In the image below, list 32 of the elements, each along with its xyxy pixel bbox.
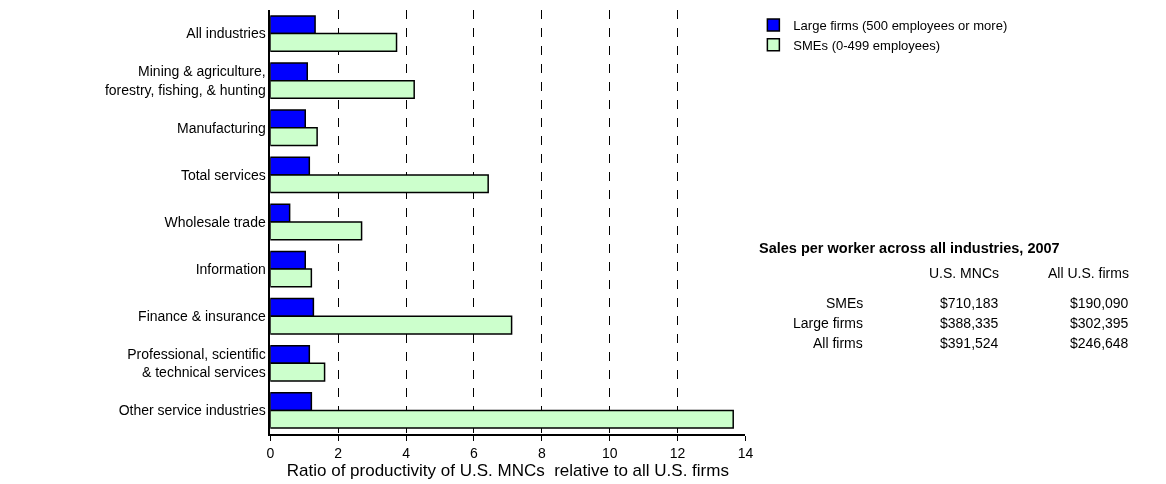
text: All U.S. firms bbox=[1048, 265, 1129, 281]
text: U.S. MNCs bbox=[929, 265, 999, 281]
x-tick-label: 6 bbox=[470, 444, 479, 461]
y-tick-label: Finance & insurance bbox=[138, 308, 266, 325]
text: $710,183 bbox=[940, 295, 999, 311]
x-axis-title: Ratio of productivity of U.S. MNCs relative to all U.S. firms bbox=[286, 460, 729, 480]
text: $302,395 bbox=[1070, 315, 1129, 331]
x-tick-label: 14 bbox=[737, 444, 754, 461]
x-tick-label: 2 bbox=[334, 444, 343, 461]
y-tick-label: All industries bbox=[186, 25, 266, 42]
legend-label: Large firms (500 employees or more) bbox=[793, 18, 1008, 34]
y-tick-label: Information bbox=[195, 261, 266, 278]
x-tick-label: 10 bbox=[601, 444, 618, 461]
y-tick-label: Other service industries bbox=[118, 402, 266, 419]
x-tick-label: 12 bbox=[669, 444, 686, 461]
x-tick-label: 8 bbox=[537, 444, 546, 461]
y-tick-label: Professional, scientific & technical services bbox=[127, 346, 266, 381]
y-tick-label: Mining & agriculture, forestry, fishing, & hunting bbox=[104, 63, 266, 98]
text: SMEs bbox=[826, 295, 864, 311]
text: Sales per worker across all industries, 2007 bbox=[759, 240, 1060, 256]
y-tick-label: Total services bbox=[180, 166, 266, 183]
text: All firms bbox=[813, 335, 863, 351]
text: $391,524 bbox=[940, 335, 999, 351]
text: $388,335 bbox=[940, 315, 999, 331]
text: Large firms bbox=[793, 315, 864, 331]
text: $246,648 bbox=[1070, 335, 1129, 351]
text: $190,090 bbox=[1070, 295, 1129, 311]
y-tick-label: Wholesale trade bbox=[164, 213, 266, 230]
x-tick-label: 0 bbox=[266, 444, 275, 461]
legend-label: SMEs (0-499 employees) bbox=[793, 37, 941, 53]
y-tick-label: Manufacturing bbox=[177, 119, 266, 136]
x-tick-label: 4 bbox=[402, 444, 411, 461]
